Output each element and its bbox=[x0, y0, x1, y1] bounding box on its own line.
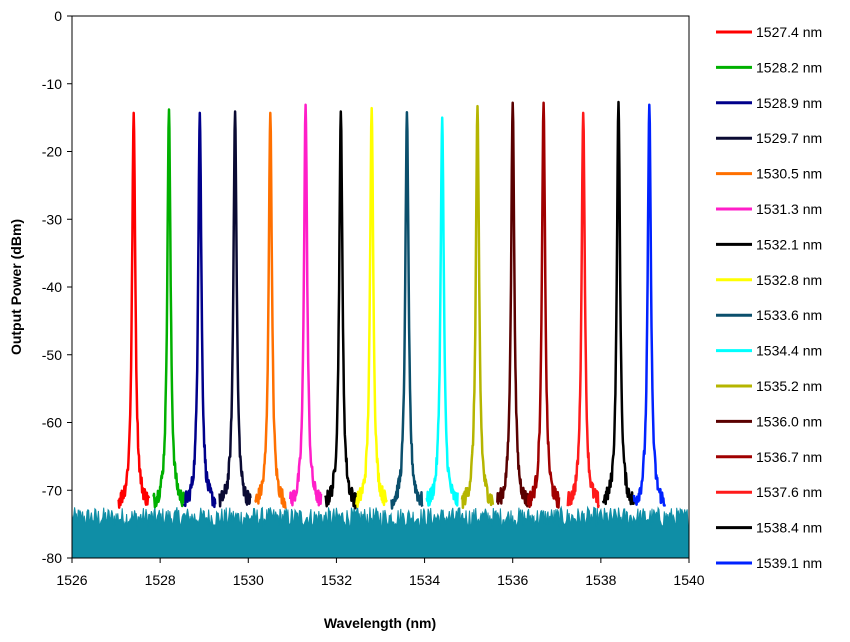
y-tick-label: -60 bbox=[42, 415, 62, 431]
y-tick-label: -50 bbox=[42, 347, 62, 363]
series-line-1 bbox=[117, 111, 151, 509]
x-tick-label: 1534 bbox=[409, 572, 440, 588]
y-axis: 0 -10 -20 -30 -40 -50 -60 -70 -80 bbox=[42, 8, 72, 566]
series-line-5 bbox=[254, 111, 287, 509]
series-lines bbox=[117, 100, 667, 510]
series-line-10 bbox=[425, 116, 459, 507]
legend-label-11: 1535.2 nm bbox=[756, 378, 822, 394]
x-tick-label: 1538 bbox=[585, 572, 616, 588]
y-tick-label: 0 bbox=[54, 8, 62, 24]
x-tick-label: 1528 bbox=[145, 572, 176, 588]
series-line-16 bbox=[632, 103, 667, 507]
legend-label-15: 1538.4 nm bbox=[756, 520, 822, 536]
x-tick-label: 1526 bbox=[56, 572, 87, 588]
noise-floor-band bbox=[71, 505, 690, 559]
series-line-7 bbox=[324, 110, 358, 510]
series-line-12 bbox=[496, 101, 530, 508]
legend-label-5: 1530.5 nm bbox=[756, 166, 822, 182]
legend-label-16: 1539.1 nm bbox=[756, 555, 822, 571]
y-tick-label: -10 bbox=[42, 76, 62, 92]
legend-label-2: 1528.2 nm bbox=[756, 59, 822, 75]
series-line-4 bbox=[218, 110, 252, 508]
y-tick-label: -70 bbox=[42, 482, 62, 498]
legend-label-1: 1527.4 nm bbox=[756, 24, 822, 40]
y-tick-label: -40 bbox=[42, 279, 62, 295]
y-axis-title: Output Power (dBm) bbox=[8, 219, 24, 355]
legend-label-4: 1529.7 nm bbox=[756, 130, 822, 146]
x-tick-label: 1540 bbox=[673, 572, 704, 588]
x-tick-label: 1532 bbox=[321, 572, 352, 588]
x-axis-title: Wavelength (nm) bbox=[324, 615, 436, 631]
legend-label-14: 1537.6 nm bbox=[756, 484, 822, 500]
legend-label-7: 1532.1 nm bbox=[756, 236, 822, 252]
legend-label-3: 1528.9 nm bbox=[756, 95, 822, 111]
series-line-6 bbox=[288, 103, 323, 507]
series-line-14 bbox=[566, 111, 600, 509]
y-tick-label: -80 bbox=[42, 550, 62, 566]
series-line-13 bbox=[526, 101, 561, 509]
legend-label-8: 1532.8 nm bbox=[756, 272, 822, 288]
legend-label-6: 1531.3 nm bbox=[756, 201, 822, 217]
series-line-15 bbox=[601, 100, 636, 506]
series-line-9 bbox=[390, 110, 424, 510]
y-tick-label: -20 bbox=[42, 144, 62, 160]
x-tick-label: 1536 bbox=[497, 572, 528, 588]
x-tick-label: 1530 bbox=[233, 572, 264, 588]
legend-label-13: 1536.7 nm bbox=[756, 449, 822, 465]
series-line-8 bbox=[355, 106, 389, 508]
legend: 1527.4 nm 1528.2 nm 1528.9 nm 1529.7 nm 1530… bbox=[716, 24, 822, 571]
noise-floor bbox=[71, 505, 690, 559]
legend-label-10: 1534.4 nm bbox=[756, 343, 822, 359]
legend-label-9: 1533.6 nm bbox=[756, 307, 822, 323]
series-line-11 bbox=[460, 104, 495, 510]
x-axis: 1526 1528 1530 1532 1534 1536 1538 1540 bbox=[56, 558, 705, 588]
plot-area-frame bbox=[71, 15, 690, 559]
series-line-3 bbox=[183, 111, 217, 509]
y-tick-label: -30 bbox=[42, 211, 62, 227]
series-line-2 bbox=[152, 108, 186, 509]
legend-label-12: 1536.0 nm bbox=[756, 413, 822, 429]
